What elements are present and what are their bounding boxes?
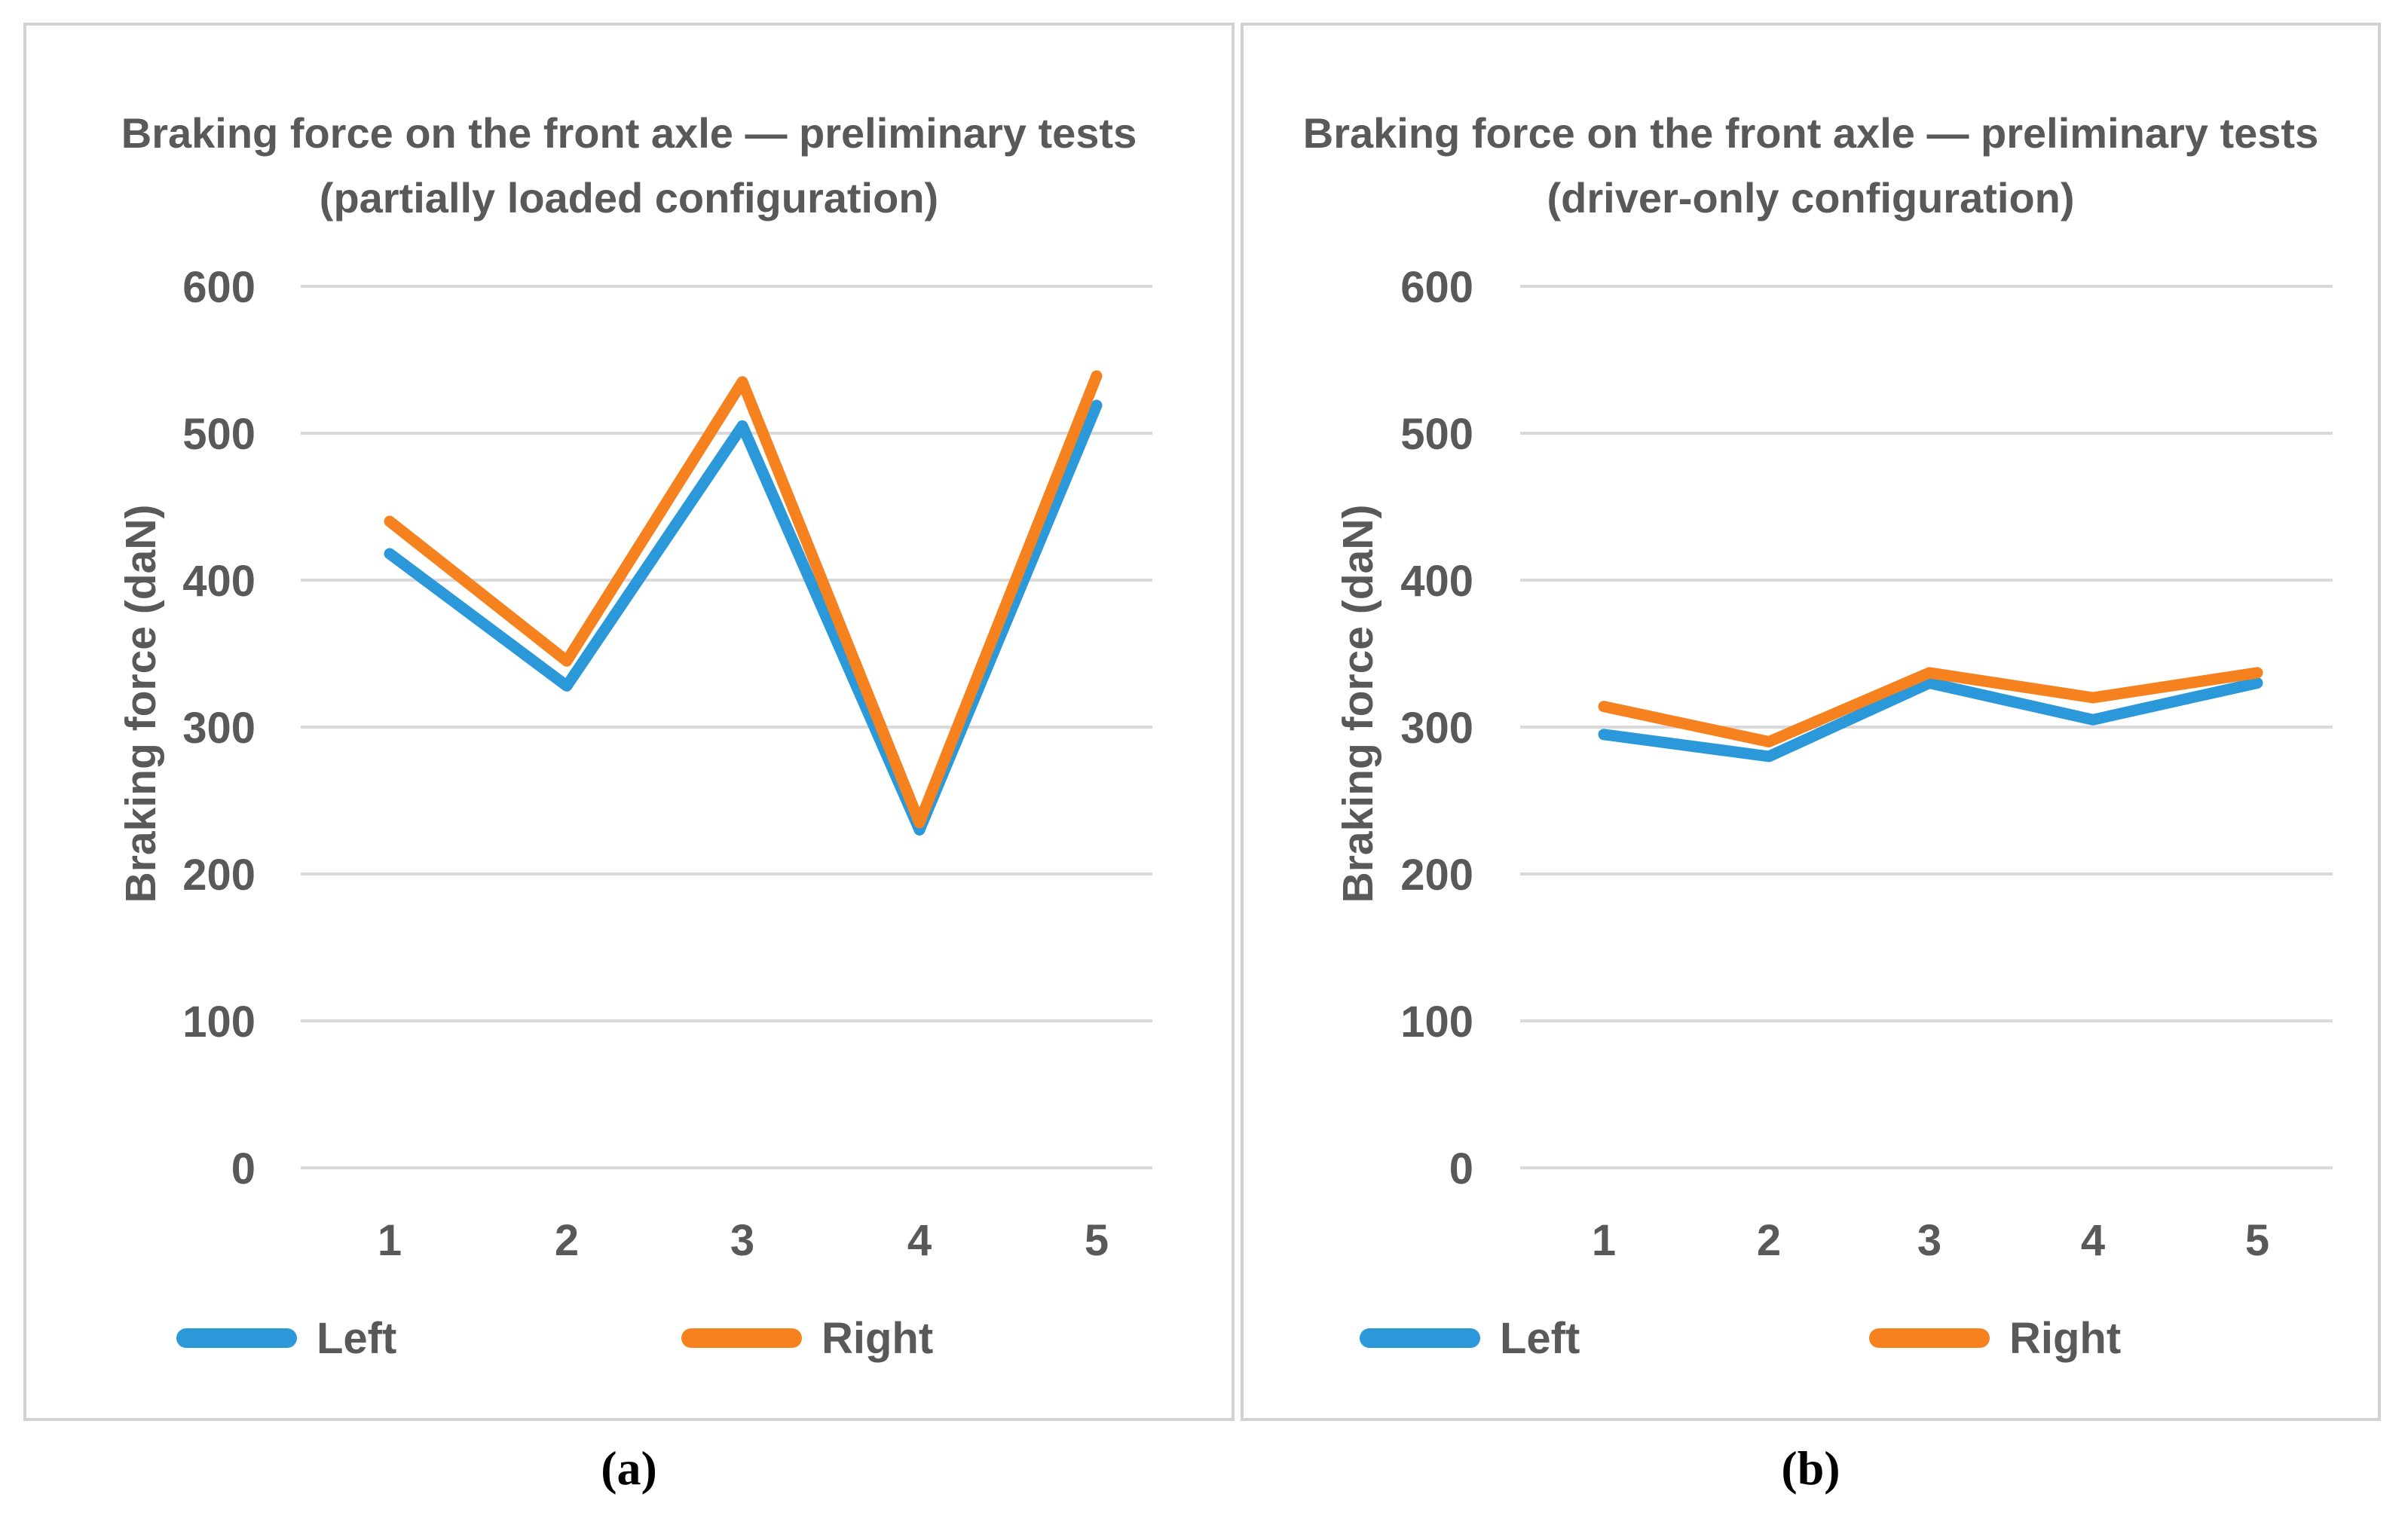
chart-title-line1: Braking force on the front axle — prelim… xyxy=(1302,109,2319,157)
chart-panel-b: Braking force on the front axle — prelim… xyxy=(1241,23,2381,1421)
series-line-left xyxy=(1598,677,2263,762)
x-tick-label: 3 xyxy=(1917,1216,1941,1265)
y-tick-label: 500 xyxy=(182,410,255,459)
x-tick-label: 4 xyxy=(907,1216,932,1265)
y-tick-label: 0 xyxy=(231,1144,255,1193)
x-tick-label: 5 xyxy=(2245,1216,2269,1265)
line-chart-plot-a: 0 100 200 300 400 500 600 1 2 3 4 5 xyxy=(182,263,1152,1265)
y-tick-label: 500 xyxy=(1400,410,1473,459)
y-tick-label: 300 xyxy=(182,704,255,753)
legend-swatch-left xyxy=(176,1328,297,1348)
y-tick-label: 400 xyxy=(182,557,255,606)
legend-swatch-right xyxy=(1869,1328,1990,1348)
subfigure-caption-a: (a) xyxy=(601,1441,657,1495)
legend-label-left: Left xyxy=(317,1313,397,1363)
legend-swatch-right xyxy=(681,1328,802,1348)
legend-swatch-left xyxy=(1360,1328,1480,1348)
chart-panel-a: Braking force on the front axle — prelim… xyxy=(23,23,1235,1421)
legend-label-right: Right xyxy=(2009,1313,2122,1363)
y-tick-label: 100 xyxy=(182,998,255,1047)
y-tick-label: 0 xyxy=(1449,1144,1473,1193)
y-tick-label: 600 xyxy=(1400,263,1473,312)
series-line-right xyxy=(1598,667,2263,747)
legend-entry-right: Right xyxy=(681,1313,934,1363)
chart-title: Braking force on the front axle — prelim… xyxy=(26,101,1232,231)
line-chart-plot-b: 0 100 200 300 400 500 600 1 2 3 4 5 xyxy=(1400,263,2333,1265)
legend-entry-left: Left xyxy=(176,1313,397,1363)
y-tick-label: 400 xyxy=(1400,557,1473,606)
y-tick-label: 600 xyxy=(182,263,255,312)
series-line-right xyxy=(384,370,1103,829)
chart-title-line2: (driver-only configuration) xyxy=(1547,174,2075,222)
chart-title: Braking force on the front axle — prelim… xyxy=(1244,101,2378,231)
legend-label-right: Right xyxy=(822,1313,934,1363)
x-tick-label: 1 xyxy=(1592,1216,1616,1265)
y-tick-label: 100 xyxy=(1400,998,1473,1047)
y-tick-label: 300 xyxy=(1400,704,1473,753)
x-tick-label: 5 xyxy=(1085,1216,1109,1265)
legend-entry-right: Right xyxy=(1869,1313,2122,1363)
subfigure-caption-b: (b) xyxy=(1781,1441,1840,1495)
series-line-left xyxy=(384,399,1103,836)
x-tick-label: 1 xyxy=(378,1216,402,1265)
legend-entry-left: Left xyxy=(1360,1313,1580,1363)
y-tick-label: 200 xyxy=(1400,851,1473,900)
chart-title-line2: (partially loaded configuration) xyxy=(319,174,939,222)
x-tick-label: 4 xyxy=(2081,1216,2105,1265)
y-tick-label: 200 xyxy=(182,851,255,900)
x-tick-label: 3 xyxy=(730,1216,754,1265)
x-tick-label: 2 xyxy=(555,1216,579,1265)
x-tick-label: 2 xyxy=(1757,1216,1781,1265)
chart-title-line1: Braking force on the front axle — prelim… xyxy=(121,109,1137,157)
legend-label-left: Left xyxy=(1500,1313,1580,1363)
